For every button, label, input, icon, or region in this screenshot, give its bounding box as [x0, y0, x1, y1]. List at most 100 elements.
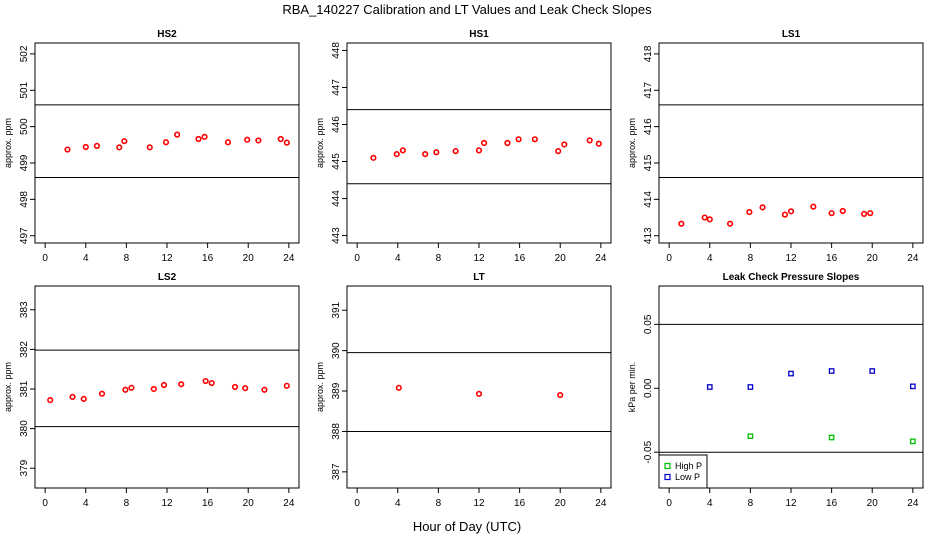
- y-tick-label: 380: [19, 420, 30, 437]
- y-axis-label: kPa per min.: [627, 362, 637, 413]
- y-tick-label: 444: [331, 190, 342, 207]
- figure-x-axis-label: Hour of Day (UTC): [413, 519, 521, 534]
- y-tick-label: 0.00: [643, 378, 654, 398]
- x-tick-label: 16: [202, 498, 214, 509]
- data-point: [515, 136, 522, 143]
- data-point: [116, 144, 123, 151]
- data-point: [231, 383, 239, 391]
- data-point: [244, 136, 251, 143]
- y-tick-label: 445: [331, 153, 342, 170]
- x-tick-label: 0: [354, 498, 360, 509]
- data-point: [909, 438, 916, 445]
- data-point: [370, 154, 377, 161]
- data-point: [869, 368, 876, 374]
- data-point: [475, 390, 483, 397]
- y-axis-label: approx. ppm: [315, 362, 325, 412]
- data-point: [208, 379, 215, 387]
- data-point: [531, 136, 538, 143]
- data-point: [557, 391, 564, 399]
- panel-title: LS2: [158, 272, 177, 283]
- y-tick-label: 383: [19, 301, 30, 318]
- panels: HS2 0 4 8 12 16 20 24 497 498 499 500 501 502 approx. …: [3, 29, 924, 509]
- y-tick-label: 448: [331, 42, 342, 59]
- panel-title: LS1: [782, 29, 801, 40]
- y-tick-label: 379: [19, 459, 30, 476]
- data-point: [787, 208, 795, 215]
- x-tick-label: 24: [283, 498, 295, 509]
- y-tick-label: 413: [643, 227, 654, 244]
- panel-3: LS1 0 4 8 12 16 20 24 413 414 415 416 417 418 approx. …: [627, 29, 924, 264]
- data-point: [909, 383, 916, 390]
- x-tick-label: 8: [748, 498, 754, 509]
- data-point: [678, 220, 685, 227]
- data-point: [162, 139, 170, 146]
- data-point: [746, 208, 753, 216]
- data-point: [395, 384, 402, 391]
- plot-frame: [34, 285, 300, 489]
- panel-5: LT 0 4 8 12 16 20 24 387 388 389 390 391 approx. ppm: [315, 272, 612, 509]
- panel-title: HS2: [157, 29, 177, 40]
- panel-1: HS2 0 4 8 12 16 20 24 497 498 499 500 501 502 approx. …: [3, 29, 300, 264]
- y-tick-label: 414: [643, 191, 654, 208]
- x-tick-label: 24: [283, 253, 295, 264]
- x-tick-label: 20: [243, 498, 255, 509]
- y-tick-label: 382: [19, 341, 30, 358]
- data-point: [422, 151, 429, 158]
- x-tick-label: 24: [595, 498, 607, 509]
- y-tick-label: 443: [331, 227, 342, 244]
- x-tick-label: 20: [555, 253, 567, 264]
- y-tick-label: 417: [643, 81, 654, 98]
- x-tick-label: 0: [42, 253, 48, 264]
- data-point: [475, 147, 483, 154]
- data-point: [561, 141, 568, 148]
- y-tick-label: 390: [331, 342, 342, 359]
- x-tick-label: 12: [473, 253, 485, 264]
- data-point: [788, 370, 794, 377]
- panel-6: Leak Check Pressure Slopes 0 4 8 12 16 20 24 -0.…: [627, 272, 924, 509]
- data-point: [93, 142, 101, 150]
- x-tick-label: 0: [666, 253, 672, 264]
- y-tick-label: 501: [19, 81, 30, 98]
- x-tick-label: 8: [124, 498, 130, 509]
- data-point: [701, 214, 708, 221]
- data-point: [706, 384, 713, 390]
- x-tick-label: 8: [436, 498, 442, 509]
- x-tick-label: 0: [354, 253, 360, 264]
- data-point: [255, 137, 262, 144]
- x-tick-label: 12: [161, 498, 173, 509]
- x-tick-label: 16: [826, 253, 838, 264]
- x-tick-label: 20: [867, 498, 879, 509]
- legend-label: High P: [675, 461, 702, 471]
- y-tick-label: 497: [19, 227, 30, 244]
- x-tick-label: 4: [83, 253, 89, 264]
- legend-marker: [664, 462, 671, 470]
- data-point: [828, 210, 835, 217]
- panel-title: HS1: [469, 29, 489, 40]
- data-point: [98, 390, 106, 397]
- data-point: [242, 385, 249, 392]
- data-point: [122, 386, 129, 393]
- x-tick-label: 16: [826, 498, 838, 509]
- plot-frame: [346, 42, 612, 244]
- data-point: [759, 204, 766, 211]
- x-tick-label: 8: [124, 253, 130, 264]
- panel-2: HS1 0 4 8 12 16 20 24 443 444 445 446 447 448 approx. …: [315, 29, 612, 264]
- x-tick-label: 4: [707, 253, 713, 264]
- data-point: [128, 384, 135, 391]
- y-tick-label: 446: [331, 116, 342, 133]
- data-point: [82, 143, 89, 151]
- x-tick-label: 0: [666, 498, 672, 509]
- data-point: [160, 381, 168, 389]
- data-point: [867, 210, 874, 217]
- data-point: [202, 377, 209, 385]
- legend-marker: [664, 473, 671, 481]
- y-tick-label: 498: [19, 191, 30, 208]
- y-tick-label: 416: [643, 118, 654, 135]
- y-axis-label: approx. ppm: [627, 118, 637, 168]
- x-tick-label: 20: [555, 498, 567, 509]
- x-tick-label: 12: [785, 253, 797, 264]
- x-tick-label: 20: [867, 253, 879, 264]
- data-point: [839, 207, 846, 215]
- data-point: [277, 135, 284, 143]
